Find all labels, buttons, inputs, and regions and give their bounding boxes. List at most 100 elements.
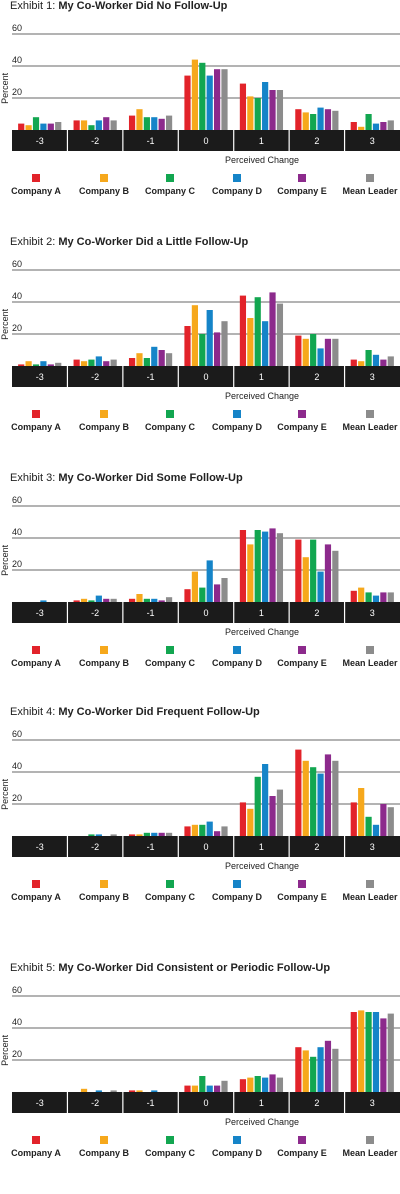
bar <box>350 590 357 602</box>
x-tick-label: 1 <box>259 1098 264 1108</box>
y-axis-label: Percent <box>0 72 10 104</box>
bar <box>269 1074 276 1092</box>
bar <box>317 773 324 836</box>
bar <box>136 594 143 602</box>
bar <box>214 69 221 130</box>
bar <box>302 1050 309 1092</box>
bar <box>387 356 394 366</box>
bar <box>206 821 213 836</box>
x-tick-label: -2 <box>91 842 99 852</box>
bar <box>254 530 261 602</box>
chart-title-prefix: Exhibit 3: <box>10 472 59 484</box>
chart-title: Exhibit 3: My Co-Worker Did Some Follow-… <box>10 472 243 484</box>
bar <box>276 303 284 366</box>
bar <box>214 584 221 602</box>
bar <box>247 808 254 836</box>
bar <box>332 338 339 366</box>
bar <box>143 117 150 130</box>
bar <box>158 600 165 602</box>
bar <box>358 1010 365 1092</box>
bar <box>55 122 62 130</box>
bar <box>221 1080 228 1092</box>
bar <box>262 531 269 602</box>
bar <box>25 125 32 130</box>
x-tick-label: -1 <box>147 842 155 852</box>
legend-label: Company A <box>11 186 61 196</box>
bar <box>276 90 284 130</box>
bar <box>358 587 365 602</box>
x-axis-label: Perceived Change <box>225 627 299 637</box>
x-tick-label: -3 <box>36 842 44 852</box>
legend-swatch <box>166 410 174 418</box>
bar <box>310 114 317 130</box>
legend-swatch <box>366 410 374 418</box>
legend-swatch <box>233 1136 241 1144</box>
bar <box>302 760 309 836</box>
bar <box>269 528 276 602</box>
bar <box>365 816 372 836</box>
bar <box>324 338 332 366</box>
bar <box>151 346 158 366</box>
x-tick-label: 1 <box>259 372 264 382</box>
x-tick-label: -2 <box>91 136 99 146</box>
bar <box>80 598 88 602</box>
legend-swatch <box>298 410 306 418</box>
y-tick-label: 60 <box>12 495 22 505</box>
legend-swatch <box>100 1136 108 1144</box>
x-tick-label: 3 <box>370 608 375 618</box>
legend-label: Company A <box>11 658 61 668</box>
legend-label: Mean Leader <box>342 892 398 902</box>
bar <box>239 1079 247 1092</box>
legend-swatch <box>32 410 40 418</box>
bar <box>103 117 110 130</box>
bar <box>262 1077 269 1092</box>
bar <box>317 571 324 602</box>
x-tick-label: -2 <box>91 1098 99 1108</box>
bar <box>143 832 150 836</box>
x-axis-label: Perceived Change <box>225 391 299 401</box>
x-tick-label: 0 <box>203 608 208 618</box>
chart-title-text: My Co-Worker Did No Follow-Up <box>58 0 228 12</box>
bar <box>80 120 88 130</box>
x-tick-label: -3 <box>36 372 44 382</box>
x-tick-label: 3 <box>370 1098 375 1108</box>
legend-label: Company D <box>212 658 263 668</box>
bar <box>310 767 317 836</box>
bar <box>40 123 47 130</box>
chart-title-prefix: Exhibit 1: <box>10 0 59 12</box>
bar <box>184 826 191 836</box>
bar <box>80 1088 88 1092</box>
x-tick-label: -1 <box>147 372 155 382</box>
bar <box>380 122 387 130</box>
legend-label: Company E <box>277 658 327 668</box>
bar <box>128 115 136 130</box>
y-axis-label: Percent <box>0 308 10 340</box>
chart-title: Exhibit 2: My Co-Worker Did a Little Fol… <box>10 236 248 248</box>
bar <box>25 361 32 366</box>
bar <box>73 359 80 366</box>
x-tick-label: 0 <box>203 1098 208 1108</box>
bar <box>350 359 357 366</box>
bar <box>372 1012 380 1092</box>
legend-label: Company B <box>79 1148 130 1158</box>
bar <box>221 826 228 836</box>
bar <box>165 597 173 602</box>
legend-label: Mean Leader <box>342 186 398 196</box>
legend-swatch <box>298 1136 306 1144</box>
x-tick-label: 1 <box>259 842 264 852</box>
bar <box>151 117 158 130</box>
bar <box>151 1090 158 1092</box>
x-tick-label: 2 <box>314 136 319 146</box>
bar <box>324 109 332 130</box>
bar <box>239 295 247 366</box>
bar <box>165 115 173 130</box>
legend-label: Company A <box>11 422 61 432</box>
bar <box>136 353 143 366</box>
bar <box>199 334 206 366</box>
bar <box>95 834 102 836</box>
legend-swatch <box>100 410 108 418</box>
bar <box>254 1076 261 1092</box>
